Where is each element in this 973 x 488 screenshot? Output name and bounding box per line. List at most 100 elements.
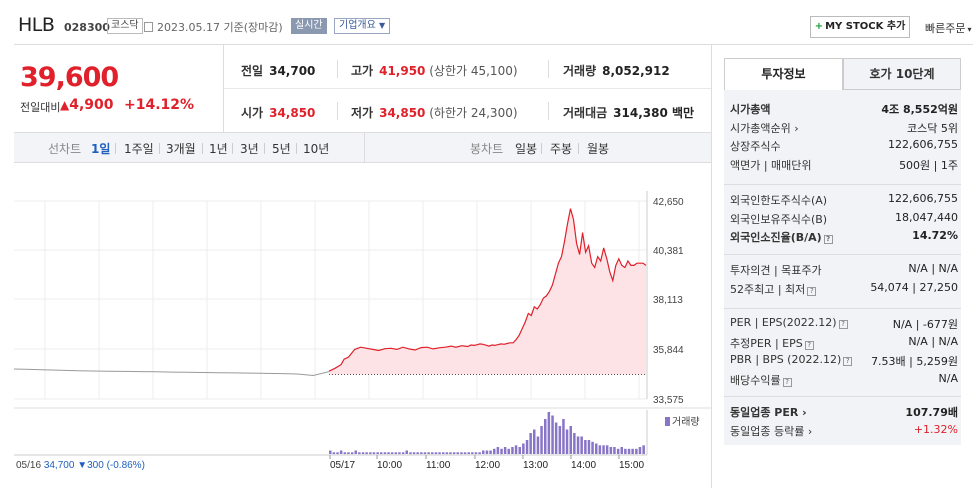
volume-bar xyxy=(449,452,452,455)
period-3m[interactable]: 3개월 xyxy=(166,142,196,156)
tab-orderbook[interactable]: 호가 10단계 xyxy=(843,58,961,90)
stock-code: 028300 xyxy=(64,21,110,34)
info-value: +1.32% xyxy=(913,422,958,436)
volume-bar xyxy=(569,426,572,454)
x-tick-label: 14:00 xyxy=(571,460,596,471)
period-5y[interactable]: 5년 xyxy=(272,142,291,156)
volume-bar xyxy=(387,452,390,455)
volume-legend-swatch xyxy=(665,417,670,426)
volume-bar xyxy=(584,440,587,454)
info-value: 14.72% xyxy=(912,229,958,242)
info-key: 동일업종 PER › xyxy=(730,406,807,419)
info-row: 동일업종 PER › 107.79배 xyxy=(730,404,958,420)
info-row: 외국인한도주식수(A) 122,606,755 xyxy=(730,192,958,208)
info-row: 배당수익률? N/A xyxy=(730,372,958,388)
volume-bar xyxy=(616,448,620,455)
candle-weekly[interactable]: 주봉 xyxy=(550,142,573,156)
divider xyxy=(202,143,203,154)
volume-bar xyxy=(369,452,372,455)
volume-bar xyxy=(613,447,616,454)
help-icon[interactable]: ? xyxy=(838,320,848,329)
x-tick-label: 11:00 xyxy=(426,460,451,471)
help-icon[interactable]: ? xyxy=(782,377,792,387)
corp-info-dropdown[interactable]: 기업개요 ▼ xyxy=(334,18,391,34)
divider xyxy=(364,133,365,163)
tab-invest-info[interactable]: 투자정보 xyxy=(724,58,843,90)
stat-value: 8,052,912 xyxy=(602,64,670,78)
x-tick-label: 10:00 xyxy=(377,460,402,471)
volume-bar xyxy=(456,452,459,455)
chevron-down-icon: ▼ xyxy=(379,21,386,30)
calendar-icon xyxy=(144,22,153,32)
change-amount-value: 4,900 xyxy=(69,97,114,113)
info-value: 코스닥 5위 xyxy=(907,121,958,135)
realtime-badge[interactable]: 실시간 xyxy=(291,18,327,34)
volume-bar xyxy=(489,450,492,454)
period-1d[interactable]: 1일 xyxy=(91,142,111,156)
period-1w[interactable]: 1주일 xyxy=(124,142,154,156)
info-row: 외국인소진율(B/A)? 14.72% xyxy=(730,229,958,245)
volume-bar xyxy=(343,452,347,455)
quick-order-button[interactable]: 빠른주문 ▾ xyxy=(925,20,972,36)
divider xyxy=(337,102,338,120)
divider xyxy=(711,45,712,488)
info-key: 시가총액순위 › xyxy=(730,121,799,135)
period-10y[interactable]: 10년 xyxy=(303,142,330,156)
volume-bar xyxy=(507,448,510,455)
volume-bar xyxy=(525,440,529,454)
x-tick-label: 05/17 xyxy=(330,460,355,471)
volume-bar xyxy=(347,452,350,455)
volume-bar xyxy=(551,415,554,454)
price-chart[interactable]: 42,650 40,381 38,113 35,844 33,575 거래량 05/17 10… xyxy=(0,0,711,488)
stat-value: 34,850 xyxy=(269,106,316,120)
stock-name: HLB xyxy=(18,14,55,36)
stat-low: 저가 34,850 (하한가 24,300) xyxy=(351,104,518,121)
volume-bar xyxy=(420,452,423,455)
x-tick-label: 13:00 xyxy=(523,460,548,471)
volume-bar xyxy=(332,452,336,455)
stat-label: 시가 xyxy=(241,106,264,120)
help-icon[interactable]: ? xyxy=(843,357,853,366)
divider xyxy=(296,143,297,154)
volume-bar xyxy=(522,443,525,454)
prev-day-info: 05/16 34,700 ▼300 (-0.86%) xyxy=(16,460,145,471)
volume-bar xyxy=(500,448,503,455)
invest-info-panel xyxy=(724,90,961,445)
candle-monthly[interactable]: 월봉 xyxy=(587,142,610,156)
info-key: 투자의견 | 목표주가 xyxy=(730,264,822,277)
help-icon[interactable]: ? xyxy=(804,340,814,350)
help-icon[interactable]: ? xyxy=(807,286,817,296)
volume-bar xyxy=(380,452,383,455)
stat-volume: 거래량 8,052,912 xyxy=(563,62,670,79)
period-1y[interactable]: 1년 xyxy=(209,142,228,156)
volume-bar xyxy=(595,443,598,454)
info-value: 122,606,755 xyxy=(888,138,958,151)
info-row: 동일업종 등락률 › +1.32% xyxy=(730,423,958,439)
info-key: 외국인보유주식수(B) xyxy=(730,212,828,226)
divider xyxy=(724,254,961,255)
period-3y[interactable]: 3년 xyxy=(240,142,259,156)
volume-bar xyxy=(339,450,343,454)
volume-bar xyxy=(503,447,507,454)
volume-bar xyxy=(635,448,638,455)
info-key: 동일업종 등락률 › xyxy=(730,424,813,438)
volume-bar xyxy=(580,436,583,454)
volume-bar xyxy=(496,447,500,454)
info-key: PER | EPS(2022.12)? xyxy=(730,316,848,329)
volume-bar xyxy=(511,447,514,454)
volume-bar xyxy=(554,422,558,454)
stat-value: 34,850 xyxy=(379,106,426,120)
stat-sub: (하한가 24,300) xyxy=(429,106,518,120)
info-key: 추정PER | EPS? xyxy=(730,335,814,351)
volume-bar xyxy=(536,436,540,454)
stat-label: 거래량 xyxy=(563,64,597,78)
volume-legend-label: 거래량 xyxy=(672,416,700,428)
help-icon[interactable]: ? xyxy=(823,235,833,244)
divider xyxy=(578,143,579,154)
candle-daily[interactable]: 일봉 xyxy=(515,142,538,156)
stat-amount: 거래대금 314,380 백만 xyxy=(563,104,694,121)
candle-chart-label: 봉차트 xyxy=(470,142,504,156)
divider xyxy=(724,396,961,397)
volume-bar xyxy=(609,447,613,454)
add-mystock-button[interactable]: + MY STOCK 추가 xyxy=(810,16,910,38)
